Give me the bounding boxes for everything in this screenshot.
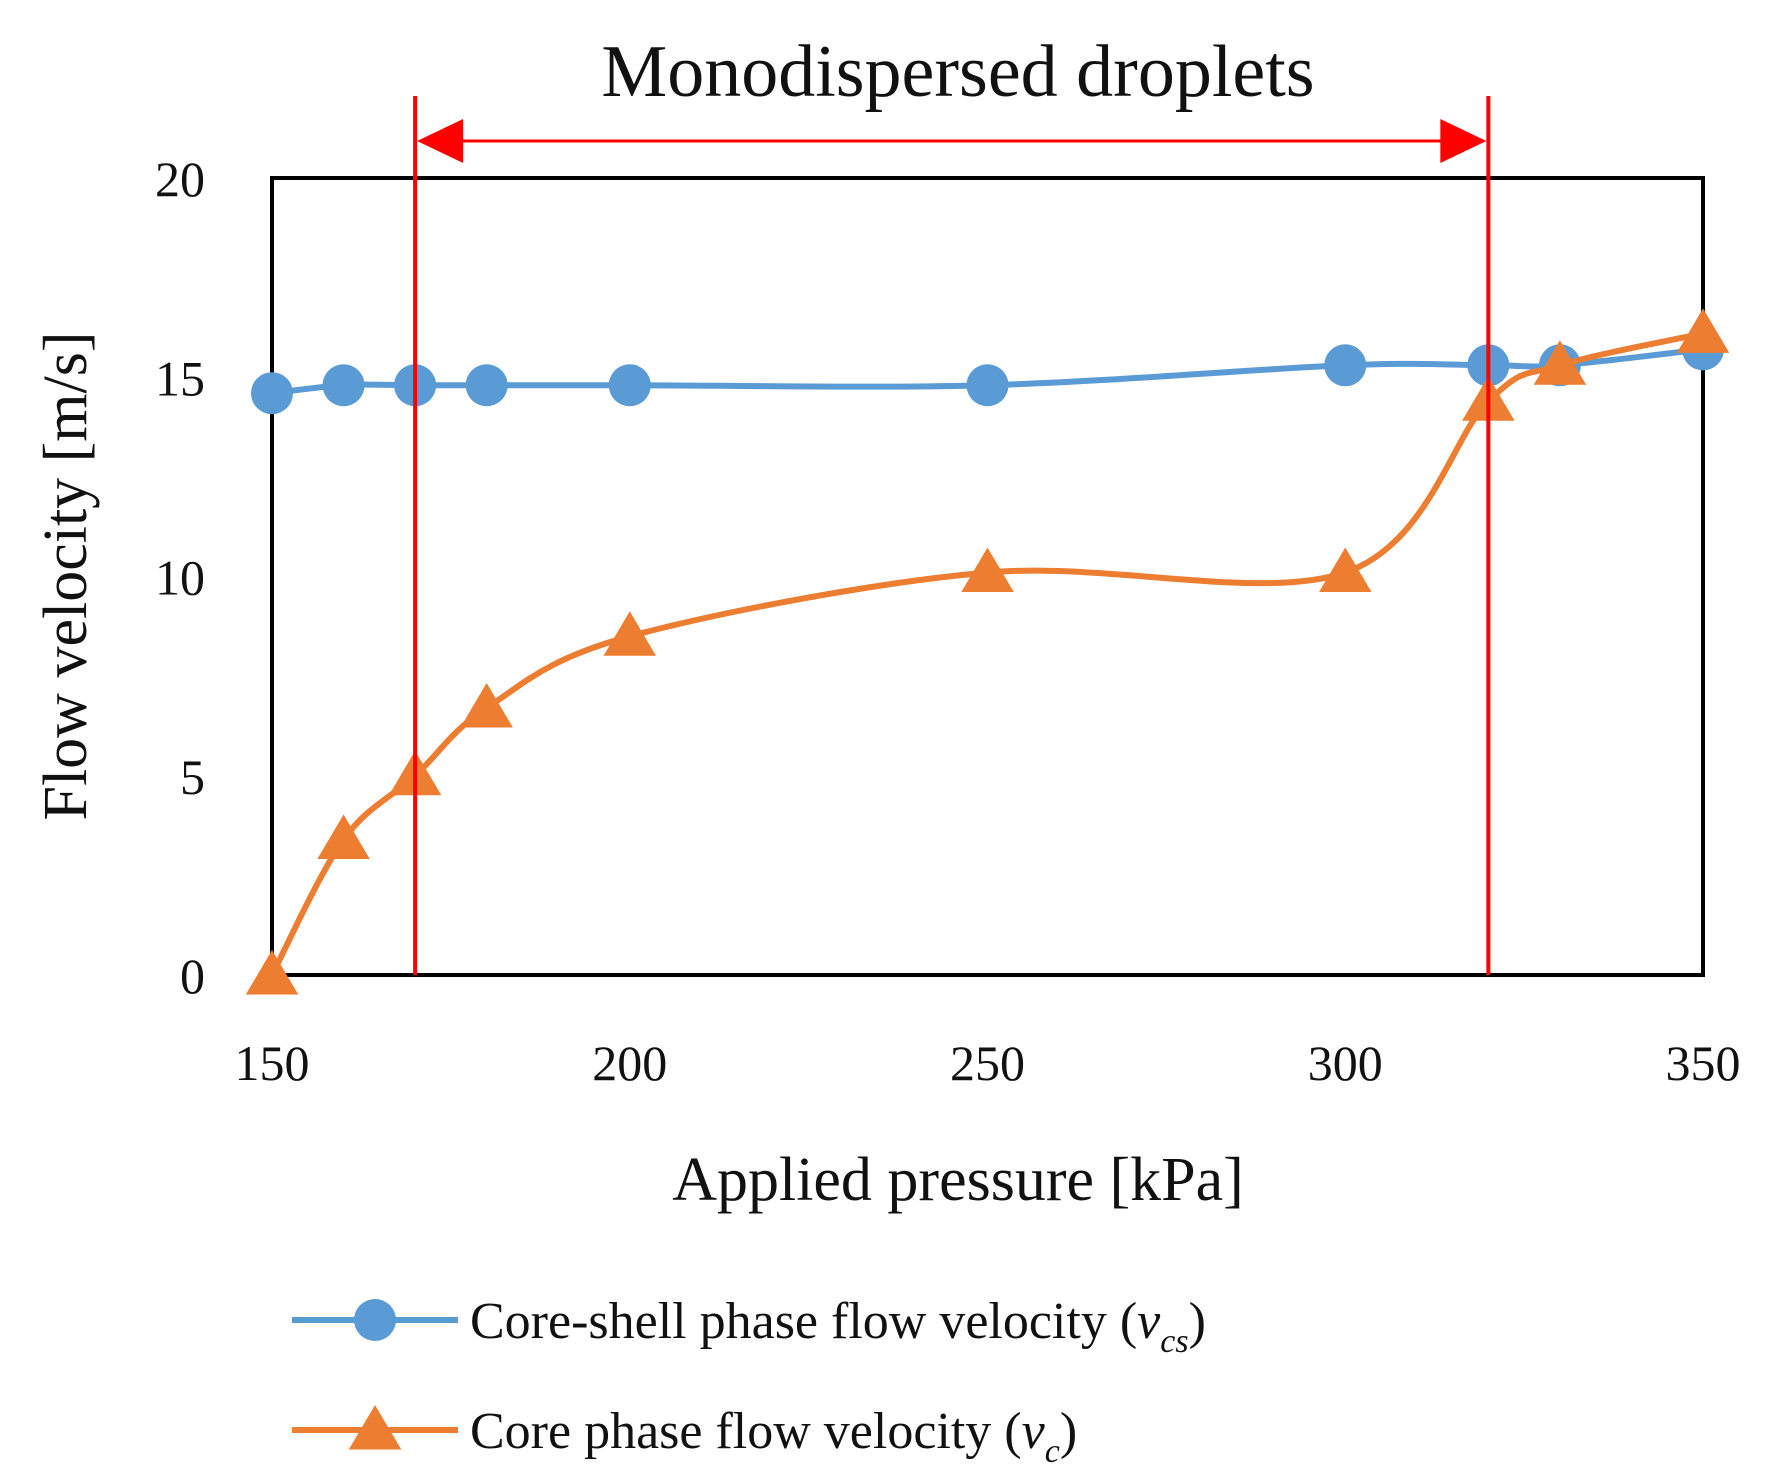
x-tick-label: 250 (950, 1035, 1025, 1091)
legend-label: Core phase flow velocity (vc) (470, 1403, 1077, 1470)
data-point-0 (322, 364, 365, 407)
y-axis-title: Flow velocity [m/s] (32, 331, 100, 820)
legend-label-symbol: v (1022, 1403, 1046, 1460)
data-point-1 (1676, 308, 1730, 353)
x-tick-label: 350 (1666, 1035, 1741, 1091)
data-point-1 (317, 814, 370, 859)
data-point-1 (603, 611, 656, 656)
legend-label-suffix: ) (1189, 1293, 1206, 1350)
y-tick-label: 5 (180, 749, 205, 805)
y-tick-label: 0 (180, 948, 205, 1004)
legend-label-suffix: ) (1060, 1403, 1077, 1460)
data-point-0 (966, 364, 1009, 407)
annotation-label: Monodispersed droplets (601, 31, 1314, 113)
x-tick-labels: 150 200 250 300 350 (235, 1035, 1741, 1091)
x-tick-label: 150 (235, 1035, 310, 1091)
y-tick-label: 20 (155, 151, 205, 207)
vline-layer (413, 96, 1491, 975)
legend-label-symbol: v (1137, 1293, 1161, 1350)
data-point-0 (465, 364, 508, 407)
legend-label: Core-shell phase flow velocity (vcs) (470, 1293, 1206, 1360)
data-point-1 (961, 547, 1014, 592)
data-point-0 (1324, 344, 1367, 387)
legend-label-subscript: c (1045, 1433, 1060, 1470)
legend-circle-marker (354, 1299, 396, 1341)
annotation-layer (417, 119, 1487, 163)
data-point-1 (245, 950, 299, 995)
annotation-arrow-head-left (417, 119, 464, 163)
data-point-0 (251, 372, 293, 415)
legend: Core-shell phase flow velocity (vcs)Core… (292, 1293, 1206, 1470)
y-tick-label: 15 (155, 350, 205, 406)
data-point-1 (460, 683, 513, 728)
x-tick-label: 300 (1308, 1035, 1383, 1091)
annotation-arrow-head-right (1440, 119, 1487, 163)
y-tick-labels: 0 5 10 15 20 (155, 151, 205, 1004)
legend-label-prefix: Core phase flow velocity ( (470, 1403, 1022, 1460)
data-point-1 (1319, 547, 1372, 592)
legend-item-0: Core-shell phase flow velocity (vcs) (292, 1293, 1206, 1360)
data-point-0 (608, 364, 651, 407)
legend-label-prefix: Core-shell phase flow velocity ( (470, 1293, 1137, 1350)
series-1 (245, 308, 1730, 995)
y-tick-label: 10 (155, 550, 205, 606)
data-point-1 (1533, 340, 1587, 385)
x-axis-title: Applied pressure [kPa] (672, 1146, 1244, 1214)
plot-frame (270, 176, 1705, 977)
legend-label-subscript: cs (1160, 1323, 1188, 1360)
x-tick-label: 200 (592, 1035, 667, 1091)
legend-triangle-marker (348, 1405, 402, 1450)
series-layer (245, 308, 1730, 995)
legend-item-1: Core phase flow velocity (vc) (292, 1403, 1077, 1470)
